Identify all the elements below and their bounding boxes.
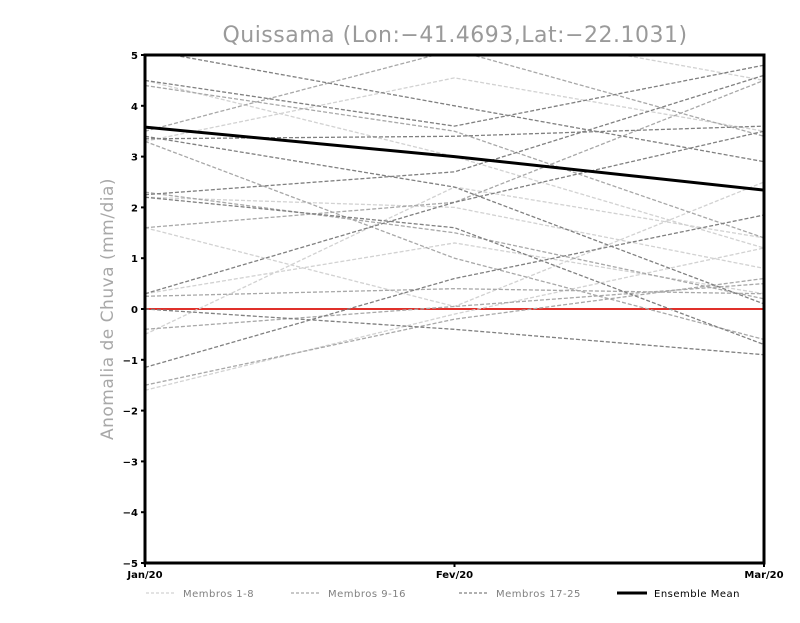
member-series-line-g1-8: [619, 55, 764, 82]
plot-area: [145, 55, 764, 391]
member-series-line-g3-1: [169, 55, 764, 163]
y-tick-label: −5: [123, 559, 138, 570]
legend: Membros 1-8 Membros 9-16 Membros 17-25 Ense…: [146, 589, 740, 600]
y-tick-label: 3: [131, 153, 138, 164]
y-axis-label: Anomalia de Chuva (mm/dia): [98, 178, 118, 440]
member-series-line-g2-2: [145, 191, 764, 300]
member-series-line-g2-4: [145, 140, 764, 341]
member-series-line-g2-3: [145, 282, 764, 330]
legend-label-2: Membros 9-16: [328, 589, 406, 600]
member-series-line-g1-2: [145, 77, 764, 142]
y-tick-label: 5: [131, 51, 138, 62]
x-tick-label: Jan/20: [126, 570, 162, 581]
ensemble-mean-line: [145, 125, 764, 192]
legend-label-4: Ensemble Mean: [654, 589, 740, 600]
member-series-line-g1-6: [145, 247, 764, 391]
x-tick-label: Mar/20: [744, 570, 783, 581]
member-series-line-g1-4: [145, 181, 764, 308]
member-series-line-g2-1: [145, 84, 764, 239]
member-series-line-g3-9: [145, 135, 764, 305]
y-tick-label: 1: [131, 254, 138, 265]
member-series-line-g2-7: [145, 55, 764, 137]
axis-ticks: −5 −4 −3 −2 −1 0 1 2 3 4 5 Jan/20 Fev/20 Mar/20: [123, 51, 784, 581]
member-series-line-g2-5: [145, 277, 764, 386]
legend-label-3: Membros 17-25: [496, 589, 581, 600]
member-series-line-g3-2: [145, 64, 764, 127]
y-tick-label: −1: [123, 356, 138, 367]
x-tick-label: Fev/20: [436, 570, 473, 581]
member-series-line-g2-6: [145, 288, 764, 297]
y-tick-label: −4: [123, 508, 138, 519]
member-series-line-g2-8: [145, 79, 764, 229]
y-tick-label: 2: [131, 203, 138, 214]
y-tick-label: 4: [131, 102, 138, 113]
member-series-line-g1-5: [145, 186, 764, 335]
y-tick-label: 0: [131, 305, 138, 316]
member-series-line-g3-8: [145, 196, 764, 346]
member-series-line-g3-7: [145, 308, 764, 356]
member-series-line-g3-5: [145, 130, 764, 295]
member-series-line-g1-3: [145, 196, 764, 269]
y-tick-label: −3: [123, 457, 138, 468]
legend-label-1: Membros 1-8: [183, 589, 254, 600]
chart-title: Quissama (Lon:−41.4693,Lat:−22.1031): [222, 23, 687, 48]
y-tick-label: −2: [123, 407, 138, 418]
member-series-line-g3-4: [145, 74, 764, 196]
